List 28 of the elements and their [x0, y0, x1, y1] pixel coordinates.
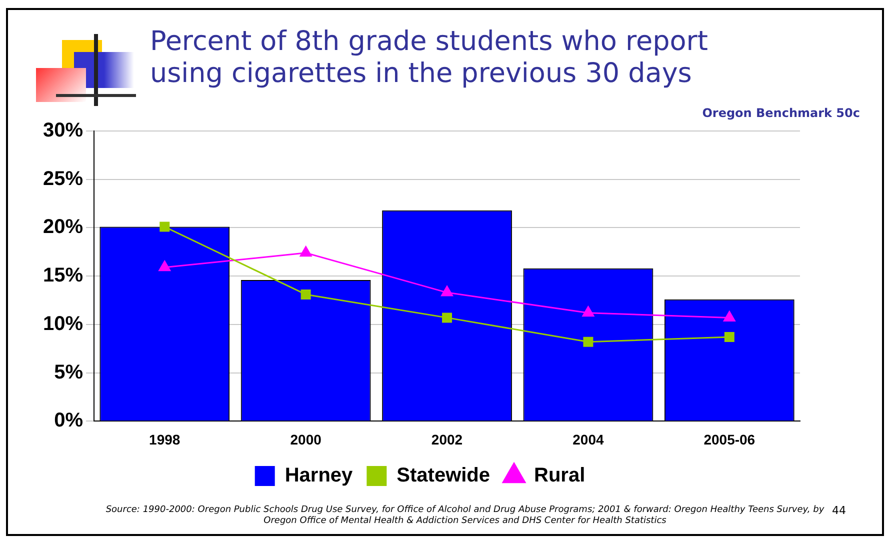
- point: [158, 260, 171, 272]
- point: [441, 286, 453, 296]
- y-tick-label: 30%: [43, 120, 84, 142]
- point: [723, 310, 736, 322]
- legend-label: Rural: [534, 464, 586, 487]
- text: 44: [832, 504, 846, 517]
- point: [442, 312, 452, 323]
- y-tick-label: 0%: [54, 410, 84, 432]
- y-tick-label: 25%: [43, 168, 84, 190]
- point: [582, 306, 594, 317]
- legend-label: Harney: [284, 464, 354, 487]
- x-tick-label: 2002: [431, 431, 463, 448]
- y-tick-label: 20%: [43, 216, 84, 238]
- x-tick-label: 1998: [149, 431, 180, 448]
- point: [300, 246, 312, 257]
- y-tick-label: 10%: [43, 312, 84, 335]
- y-tick-label: 5%: [54, 361, 84, 384]
- x-tick-label: 2005-06: [704, 431, 756, 448]
- chart-title: Percent of 8th grade students who report using cigarettes in the previous 30 days: [150, 26, 709, 90]
- y-tick-label: 15%: [43, 264, 84, 287]
- x-tick-label: 2004: [572, 431, 604, 448]
- chart-subtitle: Oregon Benchmark 50c: [702, 106, 860, 120]
- source-note: Source: 1990-2000: Oregon Public Schools Drug Use Survey, for Office of Alcohol and Drug Abuse Programs; 2001 & forward: Oregon Healthy Teens Survey, by Oregon Office of Mental Health & Addiction Services and DHS Center for Health Statistics: [104, 505, 826, 527]
- x-tick-label: 2000: [290, 431, 322, 448]
- point: [300, 289, 311, 300]
- legend-label: Statewide: [396, 464, 490, 487]
- point: [724, 332, 734, 342]
- point: [583, 336, 594, 347]
